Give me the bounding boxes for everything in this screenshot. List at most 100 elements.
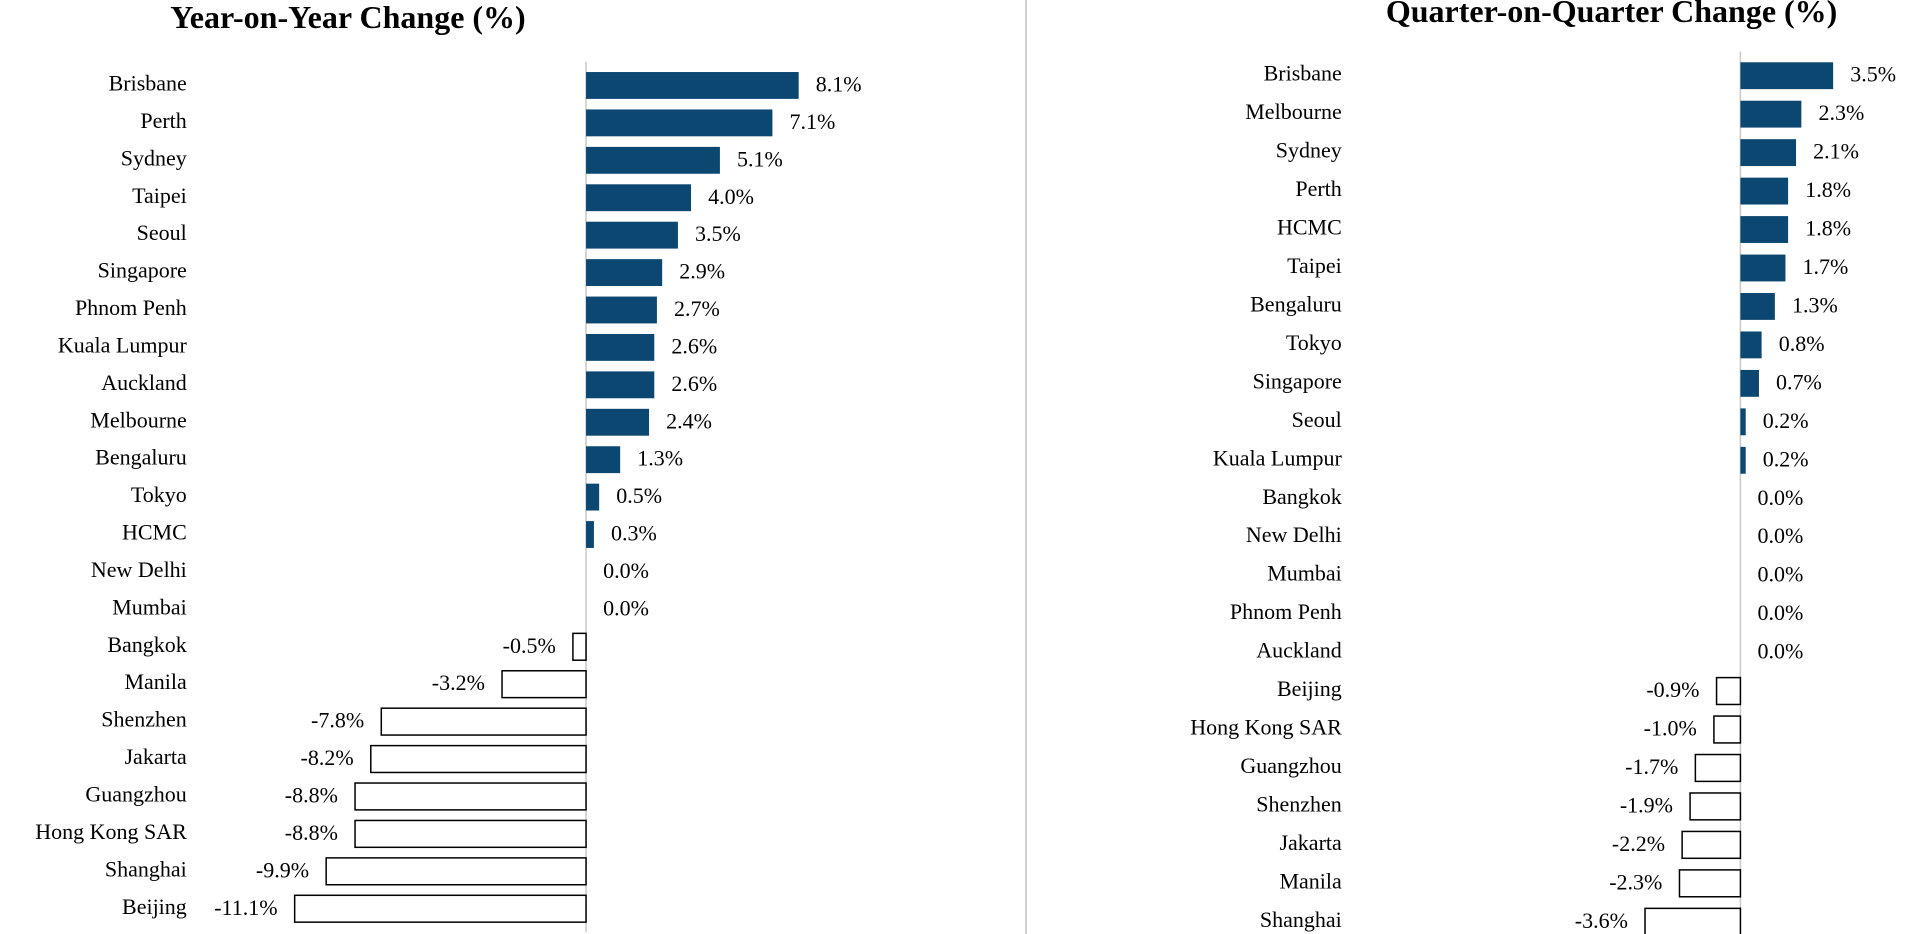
value-label: -0.9% (1646, 677, 1699, 702)
value-label: 5.1% (737, 146, 783, 171)
category-label: Beijing (122, 894, 187, 919)
bar (572, 632, 587, 661)
category-label: Melbourne (1245, 99, 1342, 124)
value-label: -9.9% (256, 857, 309, 882)
category-label: Shanghai (105, 856, 187, 881)
category-label: Taipei (132, 183, 187, 208)
bar (1694, 753, 1742, 783)
value-label: 8.1% (816, 72, 862, 97)
value-label: -7.8% (311, 708, 364, 733)
value-label: 0.0% (1758, 639, 1804, 664)
category-label: Manila (1279, 868, 1342, 893)
bar (1740, 293, 1775, 320)
bar (586, 146, 720, 174)
category-label: Tokyo (131, 482, 187, 507)
value-label: 1.8% (1805, 177, 1851, 202)
bar (586, 72, 799, 99)
category-label: Seoul (137, 220, 187, 245)
category-label: HCMC (122, 520, 187, 545)
value-label: 2.6% (671, 371, 717, 396)
bar (380, 707, 587, 736)
value-label: -1.9% (1620, 792, 1673, 817)
value-label: -0.5% (503, 633, 556, 658)
bar (586, 259, 663, 286)
bar (1740, 331, 1762, 359)
bar (370, 744, 587, 774)
value-label: -8.2% (301, 745, 354, 770)
value-label: 0.2% (1763, 408, 1809, 433)
chart-title: Quarter-on-Quarter Change (%) (1386, 0, 1837, 29)
value-label: 0.0% (1758, 523, 1804, 548)
category-label: Perth (140, 108, 186, 133)
bar (586, 446, 621, 474)
bar (1740, 408, 1746, 436)
category-label: Hong Kong SAR (35, 819, 187, 844)
value-label: 0.3% (611, 521, 657, 546)
value-label: 1.3% (1792, 292, 1838, 317)
category-label: Phnom Penh (75, 295, 187, 320)
category-label: Brisbane (109, 71, 187, 96)
category-label: Shanghai (1260, 907, 1342, 932)
value-label: 3.5% (695, 221, 741, 246)
bar (586, 371, 655, 399)
bar (325, 857, 587, 886)
category-label: Seoul (1292, 407, 1342, 432)
category-label: Mumbai (112, 594, 187, 619)
value-label: -1.0% (1644, 716, 1697, 741)
category-label: Taipei (1287, 253, 1342, 278)
category-label: New Delhi (91, 557, 187, 582)
value-label: -2.3% (1609, 869, 1662, 894)
bar (586, 221, 678, 249)
category-label: Bengaluru (1250, 291, 1342, 316)
bar (293, 894, 587, 923)
category-label: Bangkok (107, 632, 186, 657)
value-label: 1.7% (1803, 254, 1849, 279)
value-label: 0.0% (1758, 485, 1804, 510)
value-label: 0.0% (603, 595, 649, 620)
category-label: HCMC (1277, 215, 1342, 240)
category-label: Kuala Lumpur (58, 332, 188, 357)
bar (1740, 446, 1746, 474)
value-label: -11.1% (214, 895, 277, 920)
bar (354, 819, 587, 849)
bar (1689, 792, 1742, 821)
value-label: 3.5% (1850, 62, 1896, 87)
category-label: Hong Kong SAR (1190, 715, 1342, 740)
category-label: Sydney (121, 145, 187, 170)
value-label: 2.9% (679, 259, 725, 284)
value-label: 0.7% (1776, 369, 1822, 394)
bar (1740, 139, 1797, 167)
value-label: 1.8% (1805, 216, 1851, 241)
value-label: 0.0% (603, 558, 649, 583)
category-label: New Delhi (1246, 522, 1342, 547)
category-label: Jakarta (1279, 830, 1342, 855)
bar (1644, 907, 1742, 934)
value-label: 0.8% (1779, 331, 1825, 356)
category-label: Auckland (101, 370, 187, 395)
category-label: Bengaluru (95, 445, 187, 470)
value-label: -3.6% (1575, 908, 1628, 933)
value-label: 1.3% (637, 446, 683, 471)
value-label: 2.7% (674, 296, 720, 321)
category-label: Guangzhou (1240, 753, 1341, 778)
bar (586, 521, 594, 548)
category-label: Melbourne (90, 407, 187, 432)
category-label: Singapore (98, 258, 187, 283)
value-label: 2.1% (1813, 139, 1859, 164)
category-label: Kuala Lumpur (1213, 445, 1343, 470)
bar (586, 408, 650, 436)
value-label: 0.5% (616, 483, 662, 508)
category-label: Tokyo (1286, 330, 1342, 355)
category-label: Brisbane (1264, 61, 1342, 86)
bar (586, 333, 655, 361)
bar (1740, 177, 1789, 205)
bar (1681, 830, 1742, 860)
value-label: -3.2% (432, 670, 485, 695)
value-label: -8.8% (285, 820, 338, 845)
value-label: -1.7% (1625, 754, 1678, 779)
value-label: 2.6% (671, 333, 717, 358)
value-label: 4.0% (708, 184, 754, 209)
category-label: Phnom Penh (1230, 599, 1342, 624)
bar (586, 483, 600, 511)
